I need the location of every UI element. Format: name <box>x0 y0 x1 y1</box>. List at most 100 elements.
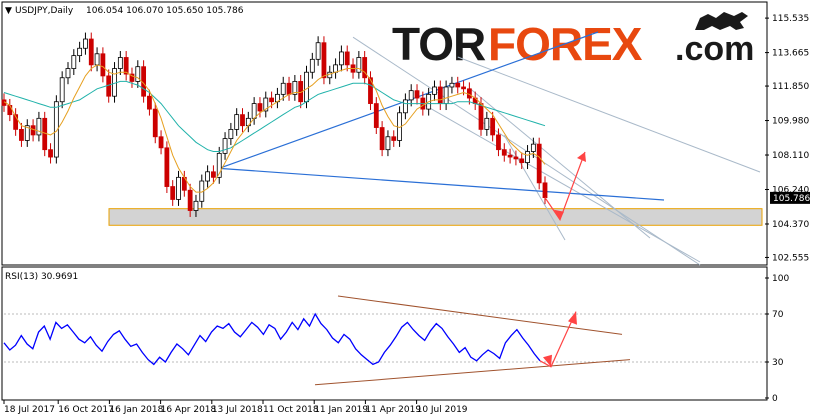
rsi-arrow-head <box>568 311 577 325</box>
candle-body <box>65 68 71 79</box>
support-zone <box>108 208 763 226</box>
candle-body <box>368 77 373 104</box>
candle-body <box>211 171 216 178</box>
candle-body <box>176 176 181 200</box>
axes: 115.535 113.665 111.850 109.980 108.110 106.2… <box>3 14 810 415</box>
candle-body <box>94 53 100 66</box>
candle-body <box>135 66 141 82</box>
x-tick-label: 11 Apr 2019 <box>365 405 421 415</box>
candle-body <box>24 125 30 141</box>
candle-body <box>519 158 525 163</box>
y-tick-label: 111.850 <box>772 82 809 92</box>
candle-body <box>263 97 269 112</box>
candle-body <box>333 64 338 73</box>
candle-body <box>292 81 298 95</box>
x-tick-label: 11 Oct 2018 <box>263 405 319 415</box>
channel-line <box>457 56 761 173</box>
candle-body <box>362 57 368 79</box>
candle-body <box>507 154 513 158</box>
candle-body <box>240 114 245 127</box>
rsi-tick-label: 0 <box>772 394 778 404</box>
candle-body <box>88 38 94 66</box>
candle-body <box>414 90 420 99</box>
chart-header-icon: ▼ <box>5 6 12 16</box>
current-price-tag <box>770 191 810 204</box>
candle-body <box>309 58 315 73</box>
rsi-plot <box>3 295 765 386</box>
candle-body <box>373 103 379 128</box>
candle-body <box>59 77 65 103</box>
candle-body <box>496 134 501 151</box>
rsi-trendline-upper <box>337 295 623 335</box>
x-tick-label: 10 Jul 2019 <box>417 405 468 415</box>
candle-body <box>525 151 530 163</box>
y-tick-label: 102.555 <box>772 253 809 263</box>
candle-body <box>129 73 135 82</box>
x-tick-label: 11 Jan 2019 <box>314 405 368 415</box>
rsi-tick-label: 100 <box>772 274 789 284</box>
candle-body <box>205 171 211 182</box>
chart-symbol: USDJPY,Daily <box>15 6 74 16</box>
candle-body <box>385 136 391 151</box>
torforex-logo: TOR FOREX .com <box>392 12 754 70</box>
candle-body <box>48 149 53 158</box>
candle-body <box>147 95 152 110</box>
candle-body <box>356 57 362 73</box>
candle-body <box>530 143 536 152</box>
candle-body <box>536 143 542 184</box>
candle-body <box>222 138 228 154</box>
candle-body <box>77 47 83 57</box>
y-tick-label: 108.110 <box>772 151 809 161</box>
candle-body <box>100 53 106 77</box>
y-tick-label: 104.370 <box>772 220 809 230</box>
rsi-tick-label: 70 <box>772 310 784 320</box>
candle-body <box>391 136 397 141</box>
candle-body <box>187 189 193 211</box>
rsi-arrow-head <box>543 354 552 367</box>
price-panel-frame <box>1 1 768 266</box>
candle-body <box>443 86 449 104</box>
channel-line <box>503 134 566 241</box>
x-tick-label: 16 Apr 2018 <box>161 405 217 415</box>
moving-average-fast <box>3 64 546 193</box>
candle-body <box>158 136 164 149</box>
bull-bear-icon <box>695 12 748 30</box>
trendline-upper <box>219 31 599 169</box>
candle-body <box>490 117 496 136</box>
candle-body <box>164 147 170 187</box>
candle-body <box>71 55 77 69</box>
candle-body <box>251 103 257 119</box>
rsi-tick-label: 30 <box>772 358 784 368</box>
candle-body <box>36 117 42 136</box>
moving-average-slow <box>3 80 546 152</box>
channel-line <box>352 36 701 266</box>
candle-body <box>513 156 519 160</box>
candle-body <box>449 82 455 88</box>
candle-body <box>234 114 240 130</box>
candle-body <box>455 82 461 88</box>
candle-body <box>53 101 59 158</box>
forecast-arrow-head <box>577 152 586 162</box>
chart-ohlc: 106.054 106.070 105.650 105.786 <box>86 6 244 16</box>
rsi-header: RSI(13) 30.9691 <box>5 272 78 282</box>
candle-body <box>269 97 274 103</box>
candle-body <box>304 71 309 103</box>
rsi-panel-frame <box>1 266 768 401</box>
candle-body <box>461 86 466 90</box>
x-tick-label: 16 Jan 2018 <box>109 405 163 415</box>
y-tick-label: 106.240 <box>772 186 809 196</box>
logo-part-tor: TOR <box>392 18 486 70</box>
candle-body <box>280 82 286 95</box>
y-tick-label: 115.535 <box>772 14 809 24</box>
candle-body <box>193 200 199 211</box>
candle-body <box>13 114 19 130</box>
x-tick-label: 16 Oct 2017 <box>58 405 114 415</box>
candle-body <box>123 57 129 75</box>
trendline-lower <box>219 167 665 201</box>
rsi-line <box>3 312 541 366</box>
candle-body <box>408 90 414 101</box>
candle-body <box>478 103 484 130</box>
candle-body <box>501 149 507 156</box>
y-tick-label: 113.665 <box>772 49 809 59</box>
